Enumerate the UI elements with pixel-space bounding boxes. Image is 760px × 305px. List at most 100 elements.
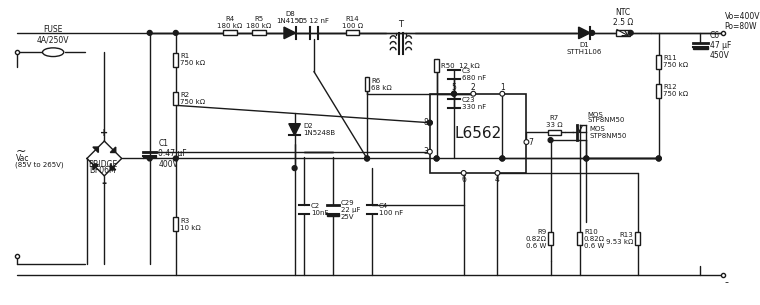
Text: R4
180 kΩ: R4 180 kΩ: [217, 16, 242, 29]
Bar: [616, 30, 630, 36]
Polygon shape: [110, 147, 116, 152]
Text: 8: 8: [423, 118, 428, 127]
Bar: [328, 214, 339, 217]
Polygon shape: [284, 27, 296, 39]
Circle shape: [590, 30, 594, 35]
Text: D2
1N5248B: D2 1N5248B: [303, 123, 335, 136]
Text: R1
750 kΩ: R1 750 kΩ: [180, 53, 205, 66]
Text: R6
68 kΩ: R6 68 kΩ: [372, 77, 392, 91]
Bar: [657, 84, 661, 98]
Text: NTC
2.5 Ω: NTC 2.5 Ω: [613, 8, 633, 27]
Circle shape: [629, 30, 633, 35]
Circle shape: [524, 140, 529, 145]
Text: T: T: [398, 20, 404, 29]
Text: Vac: Vac: [15, 154, 29, 163]
Text: C6
47 μF
450V: C6 47 μF 450V: [710, 30, 731, 60]
Circle shape: [471, 91, 476, 96]
Text: C2
10nF: C2 10nF: [311, 203, 328, 216]
Circle shape: [500, 156, 505, 161]
Text: R5
180 kΩ: R5 180 kΩ: [246, 16, 271, 29]
Text: C1
0.47 μF
400V: C1 0.47 μF 400V: [158, 139, 187, 169]
Circle shape: [147, 156, 152, 161]
Bar: [635, 232, 640, 246]
Text: 5: 5: [451, 83, 457, 92]
Text: C29
22 μF
25V: C29 22 μF 25V: [341, 200, 360, 220]
Bar: [173, 92, 178, 105]
Text: 4: 4: [495, 175, 500, 184]
Bar: [430, 94, 527, 173]
Circle shape: [461, 170, 466, 175]
Text: 7: 7: [528, 138, 534, 146]
Polygon shape: [93, 147, 98, 152]
Circle shape: [427, 149, 432, 154]
Circle shape: [434, 156, 439, 161]
Text: Vo=400V
Po=80W: Vo=400V Po=80W: [724, 12, 760, 31]
Circle shape: [657, 156, 661, 161]
Circle shape: [427, 120, 432, 125]
Text: 2: 2: [471, 83, 476, 92]
Text: R50  12 kΩ: R50 12 kΩ: [441, 63, 480, 69]
Text: (85V to 265V): (85V to 265V): [15, 162, 64, 168]
Bar: [252, 30, 266, 35]
Text: +: +: [100, 128, 109, 138]
Text: STP8NM50: STP8NM50: [587, 117, 625, 123]
Circle shape: [173, 30, 178, 35]
Text: R3
10 kΩ: R3 10 kΩ: [180, 218, 201, 231]
Text: R13
9.53 kΩ: R13 9.53 kΩ: [606, 232, 633, 245]
Text: R11
750 kΩ: R11 750 kΩ: [663, 56, 689, 68]
Polygon shape: [93, 164, 98, 170]
Polygon shape: [110, 164, 116, 170]
Text: R10
0.82Ω
0.6 W: R10 0.82Ω 0.6 W: [584, 229, 605, 249]
Text: L6562: L6562: [454, 126, 502, 141]
Bar: [223, 30, 236, 35]
Text: C23
330 nF: C23 330 nF: [462, 97, 486, 110]
Bar: [434, 59, 439, 73]
Circle shape: [292, 166, 297, 170]
Text: 3: 3: [423, 147, 428, 156]
Bar: [657, 55, 661, 69]
Circle shape: [365, 156, 369, 161]
Circle shape: [657, 156, 661, 161]
Text: MOS
STP8NM50: MOS STP8NM50: [589, 126, 626, 139]
Circle shape: [451, 91, 457, 96]
Text: C3
680 nF: C3 680 nF: [462, 68, 486, 81]
Text: R9
0.82Ω
0.6 W: R9 0.82Ω 0.6 W: [525, 229, 546, 249]
Circle shape: [495, 170, 500, 175]
Bar: [346, 30, 359, 35]
Bar: [143, 156, 157, 157]
Circle shape: [434, 156, 439, 161]
Bar: [548, 130, 561, 135]
Bar: [365, 77, 369, 91]
Text: R12
750 kΩ: R12 750 kΩ: [663, 84, 689, 97]
Circle shape: [500, 156, 505, 161]
Circle shape: [173, 156, 178, 161]
Ellipse shape: [43, 48, 64, 56]
Text: C5 12 nF: C5 12 nF: [299, 18, 329, 24]
Circle shape: [584, 156, 589, 161]
Polygon shape: [289, 124, 300, 135]
Text: D8
1N4150: D8 1N4150: [276, 11, 303, 24]
Text: FUSE
4A/250V: FUSE 4A/250V: [37, 25, 69, 45]
Text: 1: 1: [500, 83, 505, 92]
Text: BRIDGE: BRIDGE: [87, 160, 117, 169]
Text: ~: ~: [15, 145, 26, 158]
Text: R2
750 kΩ: R2 750 kΩ: [180, 92, 205, 105]
Polygon shape: [578, 27, 591, 39]
Circle shape: [427, 120, 432, 125]
Circle shape: [451, 91, 457, 96]
Text: C4
100 nF: C4 100 nF: [378, 203, 403, 216]
Circle shape: [548, 138, 553, 142]
Circle shape: [584, 156, 589, 161]
Text: DF06M: DF06M: [89, 166, 116, 174]
Circle shape: [365, 156, 369, 161]
Text: R7
33 Ω: R7 33 Ω: [546, 115, 562, 128]
Bar: [173, 217, 178, 231]
Bar: [173, 53, 178, 67]
Circle shape: [500, 91, 505, 96]
Text: -: -: [102, 177, 107, 190]
Circle shape: [147, 30, 152, 35]
Bar: [692, 47, 708, 49]
Bar: [577, 232, 582, 246]
Text: MOS: MOS: [587, 112, 603, 118]
Bar: [548, 232, 553, 246]
